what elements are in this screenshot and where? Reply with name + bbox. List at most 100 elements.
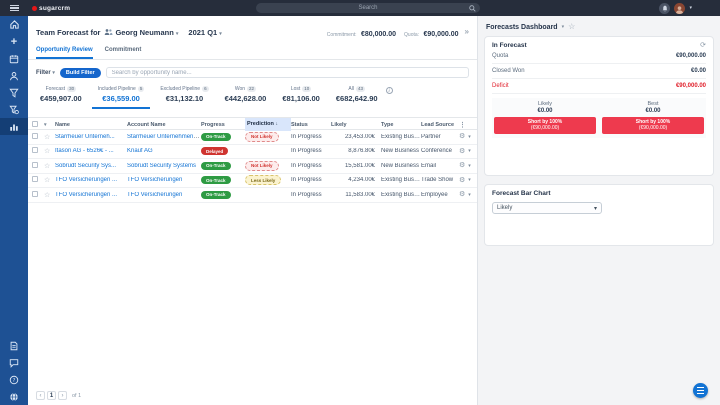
forecast-period-select[interactable]: 2021 Q1 ▾ [188, 27, 222, 37]
dashboard-chevron-icon[interactable]: ▾ [561, 24, 565, 30]
funnel-icon [9, 88, 19, 98]
favorite-star-icon[interactable]: ☆ [44, 191, 51, 199]
pipeline-tab-lost[interactable]: Lost 10 €81,106.00 [276, 86, 326, 109]
table-row[interactable]: ☆ TFO Versicherungen ... TFO Versicherunge… [28, 174, 477, 188]
row-checkbox[interactable] [32, 147, 38, 154]
closed-won-value: €0.00 [690, 68, 706, 74]
quota-row-value: €90,000.00 [675, 53, 706, 59]
sidebar-item-contacts[interactable] [0, 67, 28, 84]
account-name-link[interactable]: Knauf AG [127, 148, 153, 155]
opportunity-name-link[interactable]: TFO Versicherungen ... [55, 191, 118, 198]
row-expand-icon[interactable]: ▾ [468, 162, 471, 169]
row-expand-icon[interactable]: ▾ [468, 133, 471, 140]
opportunity-name-link[interactable]: Sobrudt Security Sys... [55, 162, 117, 169]
avatar-chevron-icon[interactable]: ▾ [689, 5, 692, 11]
row-expand-icon[interactable]: ▾ [468, 148, 471, 155]
select-all-chevron-icon[interactable]: ▾ [44, 121, 47, 128]
table-row[interactable]: ☆ Starrheuer Unterneh... Starrheuer Untern… [28, 130, 477, 145]
account-name-link[interactable]: TFO Versicherungen [127, 177, 183, 184]
account-name-link[interactable]: Sobrudt Security Systems [127, 162, 197, 169]
row-expand-icon[interactable]: ▾ [468, 177, 471, 184]
pipeline-tab-count: 5 [137, 86, 145, 92]
pipeline-tab-included-pipeline[interactable]: Included Pipeline 5 €36,559.00 [91, 86, 151, 109]
sidebar-item-globe[interactable] [0, 388, 28, 405]
favorite-star-icon[interactable]: ☆ [44, 162, 51, 170]
row-settings-icon[interactable]: ⚙ [459, 176, 466, 184]
opportunity-search-input[interactable] [105, 67, 469, 78]
row-checkbox[interactable] [32, 190, 38, 197]
sidebar-item-create[interactable]: + [0, 33, 28, 50]
col-progress[interactable]: Progress [201, 121, 225, 128]
favorite-star-icon[interactable]: ☆ [568, 22, 576, 31]
row-expand-icon[interactable]: ▾ [468, 191, 471, 198]
sidebar-item-calendar[interactable] [0, 50, 28, 67]
opportunity-name-link[interactable]: Starrheuer Unterneh... [55, 133, 115, 140]
table-row[interactable]: ☆ Itason AG - 6526€ - ... Knauf AG Delayed I… [28, 145, 477, 159]
sidebar-item-help[interactable]: ? [0, 371, 28, 388]
notifications-button[interactable] [659, 2, 671, 14]
type-cell: New Business [381, 148, 420, 155]
pipeline-tab-value: €36,559.00 [102, 94, 140, 103]
global-search-input[interactable]: Search [256, 3, 480, 13]
col-lead-source[interactable]: Lead Source [421, 121, 455, 128]
user-avatar[interactable] [674, 2, 686, 14]
type-cell: Existing Busin... [381, 177, 421, 184]
row-settings-icon[interactable]: ⚙ [459, 191, 466, 199]
dashboard-title[interactable]: Forecasts Dashboard [486, 23, 558, 31]
table-row[interactable]: ☆ Sobrudt Security Sys... Sobrudt Security… [28, 159, 477, 174]
row-checkbox[interactable] [32, 176, 38, 183]
prediction-badge: Not Likely [245, 131, 279, 142]
tab-opportunity-review[interactable]: Opportunity Review [36, 47, 93, 59]
deficit-label: Deficit [492, 83, 509, 89]
col-likely[interactable]: Likely [331, 121, 347, 128]
closed-won-label: Closed Won [492, 68, 525, 74]
sidebar-item-document[interactable] [0, 337, 28, 354]
main-menu-icon[interactable] [0, 4, 28, 12]
pipeline-tab-value: €459,907.00 [40, 94, 82, 103]
filter-dropdown[interactable]: Filter ▾ [36, 69, 55, 76]
next-page-button[interactable]: › [58, 391, 67, 400]
forecast-user-select[interactable]: Georg Neumann ▾ [115, 27, 179, 37]
build-filter-button[interactable]: Build Filter [59, 67, 101, 78]
type-cell: Existing Busin... [381, 133, 421, 140]
opportunity-name-link[interactable]: Itason AG - 6526€ - ... [55, 148, 114, 155]
opportunity-name-link[interactable]: TFO Versicherungen ... [55, 177, 118, 184]
sidebar-item-forecasts[interactable] [0, 118, 28, 135]
col-status[interactable]: Status [291, 121, 308, 128]
pipeline-tab-forecast[interactable]: Forecast 30 €459,907.00 [34, 86, 88, 109]
refresh-icon[interactable]: ⟳ [700, 42, 706, 49]
row-checkbox[interactable] [32, 132, 38, 139]
favorite-star-icon[interactable]: ☆ [44, 148, 51, 156]
in-forecast-card: In Forecast ⟳ Quota €90,000.00 Closed Wo… [484, 36, 714, 176]
forecast-header: Team Forecast for Georg Neumann ▾ 2021 Q… [28, 16, 477, 41]
col-account-name[interactable]: Account Name [127, 121, 166, 128]
table-row[interactable]: ☆ TFO Versicherungen ... TFO Versicherunge… [28, 188, 477, 203]
prev-page-button[interactable]: ‹ [36, 391, 45, 400]
pipeline-tab-all[interactable]: All 43 €682,642.90 [330, 86, 384, 109]
row-checkbox[interactable] [32, 161, 38, 168]
account-name-link[interactable]: Starrheuer Unternehmensbera... [127, 133, 201, 140]
current-page: 1 [47, 391, 56, 400]
sidebar-item-pipeline[interactable] [0, 84, 28, 101]
forecast-chart-type-select[interactable]: Likely ▾ [492, 202, 602, 214]
sidebar-item-opportunities[interactable] [0, 101, 28, 118]
sidebar-item-home[interactable] [0, 16, 28, 33]
col-prediction[interactable]: Prediction ↓ [245, 118, 291, 131]
pipeline-tab-excluded-pipeline[interactable]: Excluded Pipeline 6 €31,132.10 [154, 86, 214, 109]
info-icon[interactable]: i [385, 87, 393, 94]
sidebar-item-chat[interactable] [0, 354, 28, 371]
tab-commitment[interactable]: Commitment [104, 47, 142, 53]
pipeline-tab-won[interactable]: Won 22 €442,628.00 [219, 86, 273, 109]
favorite-star-icon[interactable]: ☆ [44, 177, 51, 185]
row-settings-icon[interactable]: ⚙ [459, 162, 466, 170]
quick-actions-fab[interactable] [693, 383, 708, 398]
account-name-link[interactable]: TFO Versicherungen [127, 191, 183, 198]
select-all-checkbox[interactable] [32, 120, 38, 127]
col-type[interactable]: Type [381, 121, 394, 128]
favorite-star-icon[interactable]: ☆ [44, 133, 51, 141]
row-settings-icon[interactable]: ⚙ [459, 133, 466, 141]
column-options-icon[interactable]: ⋮ [459, 121, 466, 129]
expand-panel-icon[interactable]: » [464, 27, 469, 36]
row-settings-icon[interactable]: ⚙ [459, 147, 466, 155]
col-name[interactable]: Name [55, 121, 70, 128]
